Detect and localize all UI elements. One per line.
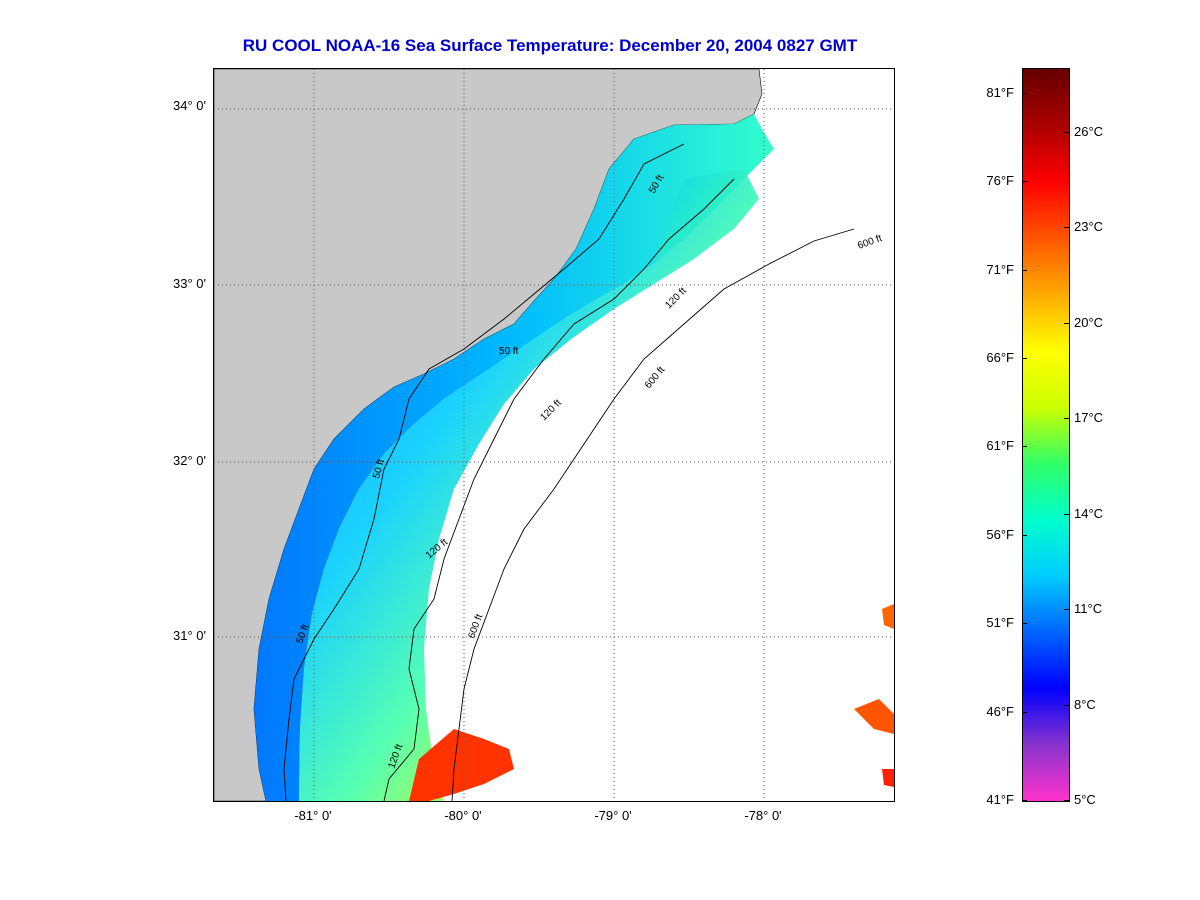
colorbar-c-label: 8°C	[1074, 696, 1096, 712]
colorbar-c-tick	[1064, 800, 1069, 801]
colorbar-f-tick	[1022, 92, 1027, 94]
colorbar-f-label: 56°F	[986, 526, 1014, 542]
contour-label-50ft-b: 50 ft	[499, 346, 519, 357]
contour-label-600ft-b: 600 ft	[643, 365, 668, 391]
map-title: RU COOL NOAA-16 Sea Surface Temperature:…	[242, 36, 858, 55]
colorbar-f-label: 51°F	[986, 615, 1014, 631]
lon-label-79: -79° 0'	[594, 808, 632, 823]
colorbar-c-label: 14°C	[1074, 505, 1104, 521]
colorbar-c-label: 20°C	[1074, 314, 1104, 330]
depth-contours	[283, 143, 855, 801]
colorbar-f-label: 66°F	[986, 349, 1014, 365]
colorbar-f-tick	[1022, 534, 1027, 536]
colorbar-f-tick	[1022, 357, 1027, 359]
lon-label-80: -80° 0'	[444, 808, 482, 823]
colorbar-c-tick	[1064, 227, 1069, 229]
colorbar-f-label: 61°F	[986, 438, 1014, 454]
shelf-warm-band	[299, 169, 759, 801]
contour-600ft	[451, 228, 855, 801]
colorbar-f-label: 76°F	[986, 173, 1014, 189]
contour-label-50ft-c: 50 ft	[371, 458, 387, 480]
warm-patch-bottom-right	[882, 769, 894, 787]
colorbar-f-label: 71°F	[986, 261, 1014, 277]
lat-label-33: 33° 0'	[173, 276, 206, 291]
lat-label-34: 34° 0'	[173, 98, 206, 113]
contour-50ft	[283, 143, 685, 801]
colorbar-c-label: 23°C	[1074, 219, 1104, 235]
warm-patch-small	[854, 699, 894, 734]
contour-120ft	[383, 178, 735, 801]
colorbar-c-tick	[1064, 322, 1069, 324]
colorbar-f-label: 41°F	[986, 792, 1014, 807]
colorbar-c-tick	[1064, 704, 1069, 706]
warm-patch-right	[882, 604, 894, 629]
gulf-stream-warm-patch	[409, 729, 514, 801]
contour-label-120ft-b: 120 ft	[538, 397, 564, 423]
contour-label-600ft-a: 600 ft	[856, 233, 883, 252]
colorbar-f-tick	[1022, 800, 1027, 801]
colorbar-f-tick	[1022, 446, 1027, 448]
temperature-colorbar	[1022, 68, 1070, 802]
colorbar-c-label: 11°C	[1074, 601, 1103, 617]
colorbar-c-label: 17°C	[1074, 410, 1104, 426]
contour-label-120ft-a: 120 ft	[663, 285, 689, 311]
map-canvas: 50 ft 50 ft 50 ft 50 ft 120 ft 120 ft 12…	[214, 69, 894, 801]
colorbar-c-label: 5°C	[1074, 792, 1096, 807]
colorbar-f-label: 81°F	[986, 84, 1014, 100]
colorbar-f-tick	[1022, 711, 1027, 713]
sst-map: 50 ft 50 ft 50 ft 50 ft 120 ft 120 ft 12…	[213, 68, 895, 802]
colorbar-c-tick	[1064, 609, 1069, 611]
colorbar-c-tick	[1064, 418, 1069, 420]
colorbar-f-label: 46°F	[986, 703, 1014, 719]
colorbar-f-tick	[1022, 181, 1027, 183]
colorbar-c-label: 26°C	[1074, 123, 1104, 139]
colorbar-c-tick	[1064, 131, 1069, 133]
lon-label-81: -81° 0'	[294, 808, 332, 823]
lon-label-78: -78° 0'	[744, 808, 782, 823]
colorbar-f-tick	[1022, 269, 1027, 271]
colorbar-f-tick	[1022, 623, 1027, 625]
lat-label-31: 31° 0'	[173, 628, 206, 643]
lat-label-32: 32° 0'	[173, 453, 206, 468]
colorbar-c-tick	[1064, 513, 1069, 515]
graticule	[214, 69, 894, 801]
